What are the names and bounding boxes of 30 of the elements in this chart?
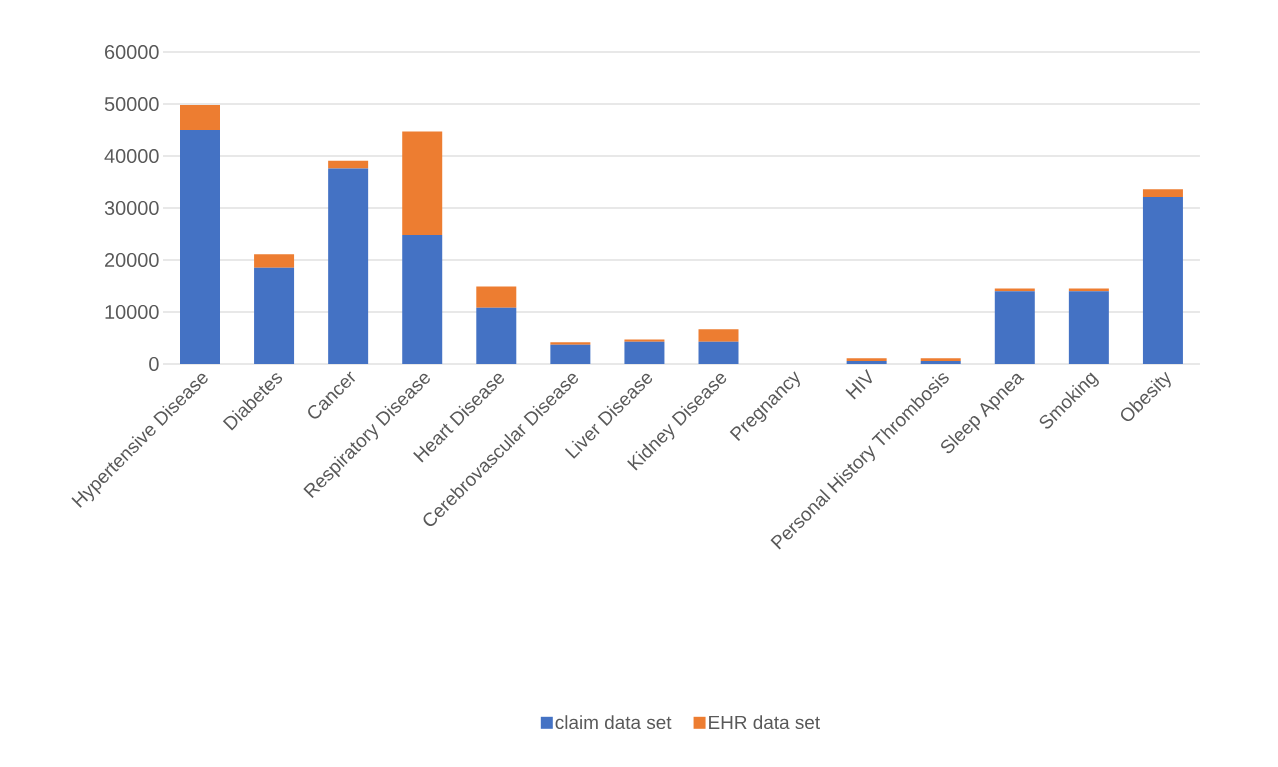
- bar: [624, 339, 665, 342]
- bar: [254, 267, 295, 364]
- legend-label: EHR data set: [709, 715, 820, 730]
- bar: [328, 160, 369, 169]
- bar: [1142, 189, 1183, 198]
- bar: [476, 286, 517, 308]
- bar: [180, 130, 220, 364]
- bar: [476, 307, 517, 364]
- bar: [550, 342, 591, 345]
- bar: [180, 105, 220, 130]
- bar: [402, 131, 443, 236]
- y-tick-label: 30000: [104, 200, 159, 216]
- legend-label: claim data set: [555, 715, 672, 730]
- y-tick-label: 20000: [105, 252, 159, 268]
- bar: [1068, 291, 1109, 364]
- bar: [698, 341, 739, 364]
- y-tick-label: 40000: [104, 148, 159, 164]
- bar: [402, 235, 443, 364]
- bar: [624, 341, 665, 364]
- bar: [328, 168, 369, 364]
- bar: [550, 344, 591, 364]
- bar: [254, 254, 295, 268]
- bar: [698, 329, 739, 342]
- y-tick-label: 0: [149, 356, 159, 372]
- bar: [1142, 197, 1183, 364]
- y-tick-label: 60000: [105, 44, 159, 60]
- x-tick-label: HIV: [845, 369, 873, 400]
- y-tick-label: 10000: [105, 304, 159, 320]
- y-tick-label: 50000: [104, 96, 159, 112]
- bar: [994, 291, 1035, 364]
